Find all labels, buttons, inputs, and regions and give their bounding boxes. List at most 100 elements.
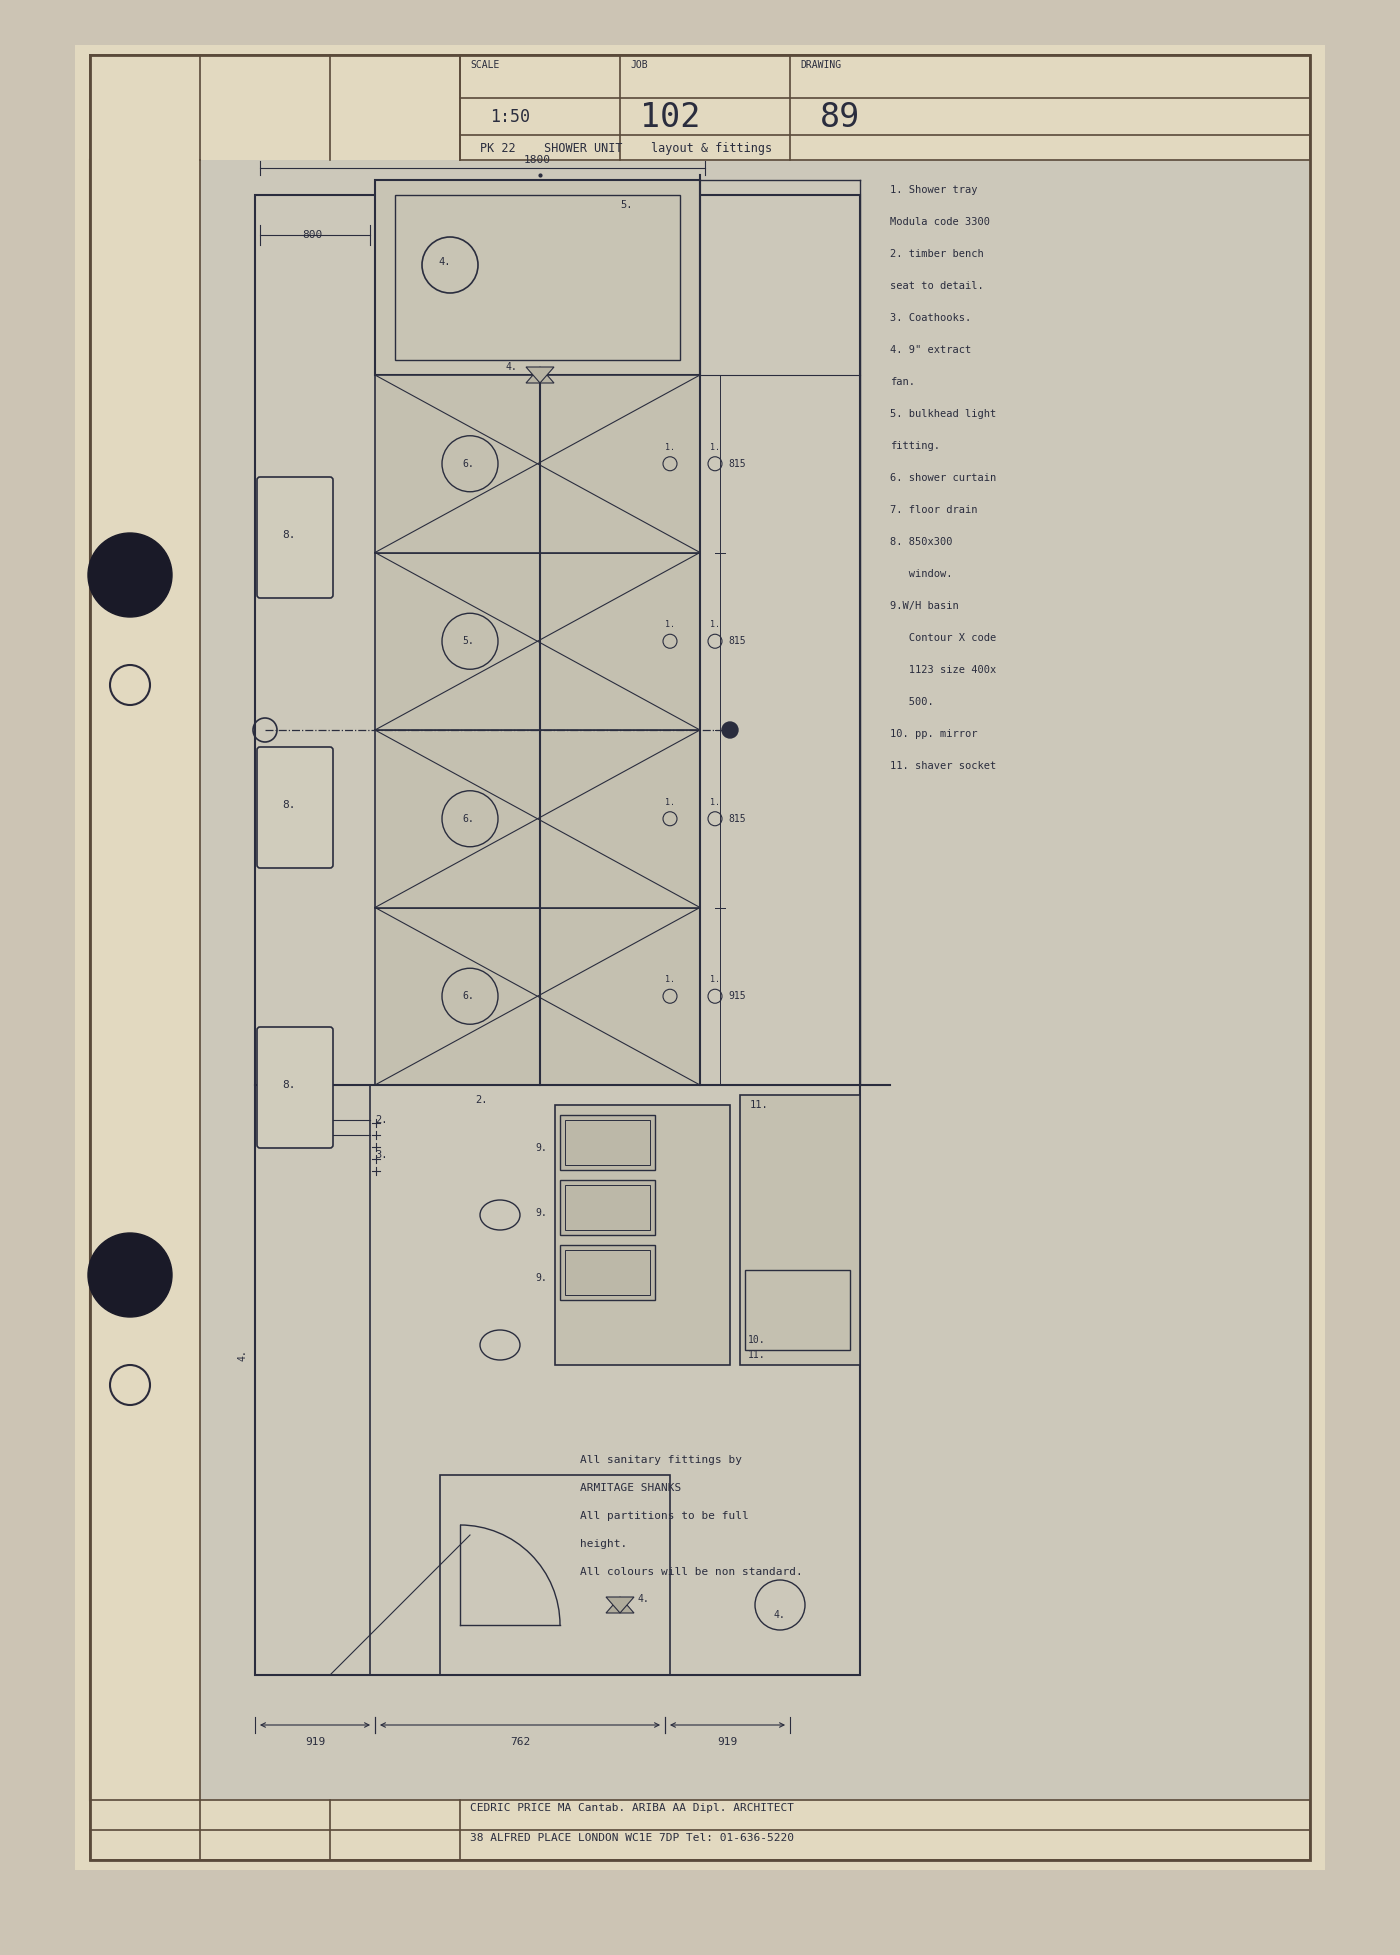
Text: 4.: 4. bbox=[505, 362, 517, 371]
Text: 762: 762 bbox=[510, 1736, 531, 1748]
Bar bbox=[560, 1114, 655, 1169]
Bar bbox=[554, 1105, 729, 1365]
Text: 3. Coathooks.: 3. Coathooks. bbox=[890, 313, 972, 323]
Text: 8.: 8. bbox=[281, 800, 295, 809]
FancyBboxPatch shape bbox=[258, 747, 333, 868]
Text: 4.: 4. bbox=[438, 256, 451, 268]
Text: fitting.: fitting. bbox=[890, 442, 939, 452]
Text: ARMITAGE SHANKS: ARMITAGE SHANKS bbox=[580, 1484, 682, 1494]
Bar bbox=[375, 553, 700, 729]
Circle shape bbox=[88, 1234, 172, 1318]
Text: 815: 815 bbox=[728, 459, 746, 469]
Bar bbox=[395, 196, 680, 360]
Text: 800: 800 bbox=[302, 231, 322, 240]
Bar bbox=[76, 45, 1324, 1871]
Text: 1:50: 1:50 bbox=[490, 108, 531, 125]
Text: 815: 815 bbox=[728, 813, 746, 823]
Text: 1.: 1. bbox=[710, 976, 720, 983]
Bar bbox=[375, 729, 700, 907]
Bar bbox=[375, 907, 700, 1085]
Text: 5.: 5. bbox=[462, 635, 473, 647]
Bar bbox=[566, 1185, 650, 1230]
Text: JOB: JOB bbox=[630, 61, 648, 70]
Text: SCALE: SCALE bbox=[470, 61, 500, 70]
Bar bbox=[566, 1249, 650, 1294]
Text: 500.: 500. bbox=[890, 698, 934, 708]
Text: 8.: 8. bbox=[281, 1079, 295, 1091]
Text: 6.: 6. bbox=[462, 991, 473, 1001]
Bar bbox=[560, 1245, 655, 1300]
Text: 7. floor drain: 7. floor drain bbox=[890, 504, 977, 514]
FancyBboxPatch shape bbox=[258, 477, 333, 598]
Bar bbox=[200, 160, 1310, 1801]
Polygon shape bbox=[526, 368, 554, 383]
Text: 6.: 6. bbox=[462, 813, 473, 823]
Circle shape bbox=[722, 721, 738, 737]
Text: 6.: 6. bbox=[462, 459, 473, 469]
Text: seat to detail.: seat to detail. bbox=[890, 282, 984, 291]
Text: 1.: 1. bbox=[710, 442, 720, 452]
Text: 10. pp. mirror: 10. pp. mirror bbox=[890, 729, 977, 739]
Text: 1.: 1. bbox=[665, 798, 675, 807]
Text: PK 22    SHOWER UNIT    layout & fittings: PK 22 SHOWER UNIT layout & fittings bbox=[480, 141, 773, 154]
Text: 11.: 11. bbox=[750, 1101, 769, 1110]
Text: 89: 89 bbox=[820, 100, 860, 133]
Text: 102: 102 bbox=[640, 100, 700, 133]
FancyBboxPatch shape bbox=[258, 1026, 333, 1148]
Text: 1800: 1800 bbox=[524, 154, 550, 164]
Text: Modula code 3300: Modula code 3300 bbox=[890, 217, 990, 227]
Bar bbox=[741, 1095, 860, 1365]
Text: 2.: 2. bbox=[375, 1114, 388, 1124]
Polygon shape bbox=[526, 368, 554, 383]
Text: 11.: 11. bbox=[748, 1351, 766, 1361]
Text: 5.: 5. bbox=[620, 199, 633, 209]
Text: 815: 815 bbox=[728, 635, 746, 647]
Text: All sanitary fittings by: All sanitary fittings by bbox=[580, 1455, 742, 1464]
Text: 5. bulkhead light: 5. bulkhead light bbox=[890, 409, 997, 418]
Text: 915: 915 bbox=[728, 991, 746, 1001]
Bar bbox=[255, 196, 860, 1675]
Text: DRAWING: DRAWING bbox=[799, 61, 841, 70]
Text: 11. shaver socket: 11. shaver socket bbox=[890, 760, 997, 770]
Text: window.: window. bbox=[890, 569, 952, 579]
Text: 4.: 4. bbox=[773, 1611, 785, 1621]
Text: 1.: 1. bbox=[665, 442, 675, 452]
Text: 1. Shower tray: 1. Shower tray bbox=[890, 186, 977, 196]
Bar bbox=[90, 55, 1310, 1859]
Bar bbox=[566, 1120, 650, 1165]
Text: 8.: 8. bbox=[281, 530, 295, 540]
Text: 1123 size 400x: 1123 size 400x bbox=[890, 665, 997, 674]
Text: 1.: 1. bbox=[665, 976, 675, 983]
Bar bbox=[560, 1181, 655, 1236]
Text: Contour X code: Contour X code bbox=[890, 633, 997, 643]
Text: 9.: 9. bbox=[535, 1208, 547, 1218]
Text: 1.: 1. bbox=[710, 798, 720, 807]
Text: 8. 850x300: 8. 850x300 bbox=[890, 538, 952, 547]
Text: 919: 919 bbox=[305, 1736, 325, 1748]
Text: 1.: 1. bbox=[665, 620, 675, 630]
Text: 9.: 9. bbox=[535, 1273, 547, 1282]
Text: 9.: 9. bbox=[535, 1144, 547, 1153]
Text: 2. timber bench: 2. timber bench bbox=[890, 248, 984, 258]
Bar bbox=[440, 1474, 671, 1675]
Text: fan.: fan. bbox=[890, 377, 916, 387]
Text: 38 ALFRED PLACE LONDON WC1E 7DP Tel: 01-636-5220: 38 ALFRED PLACE LONDON WC1E 7DP Tel: 01-… bbox=[470, 1834, 794, 1844]
Polygon shape bbox=[606, 1597, 634, 1613]
Text: 9.W/H basin: 9.W/H basin bbox=[890, 600, 959, 612]
Text: height.: height. bbox=[580, 1539, 627, 1548]
Text: 6. shower curtain: 6. shower curtain bbox=[890, 473, 997, 483]
Text: 2.: 2. bbox=[475, 1095, 487, 1105]
Text: 4. 9" extract: 4. 9" extract bbox=[890, 344, 972, 356]
Bar bbox=[375, 375, 700, 553]
Bar bbox=[375, 180, 700, 375]
Polygon shape bbox=[606, 1597, 634, 1613]
Text: All partitions to be full: All partitions to be full bbox=[580, 1511, 749, 1521]
Text: 4.: 4. bbox=[237, 1349, 246, 1361]
Text: 4.: 4. bbox=[638, 1593, 650, 1603]
Text: 1.: 1. bbox=[710, 620, 720, 630]
Text: CEDRIC PRICE MA Cantab. ARIBA AA Dipl. ARCHITECT: CEDRIC PRICE MA Cantab. ARIBA AA Dipl. A… bbox=[470, 1803, 794, 1812]
Text: 3.: 3. bbox=[375, 1150, 388, 1159]
Circle shape bbox=[88, 534, 172, 618]
Text: 10.: 10. bbox=[748, 1335, 766, 1345]
Bar bbox=[745, 1271, 850, 1351]
